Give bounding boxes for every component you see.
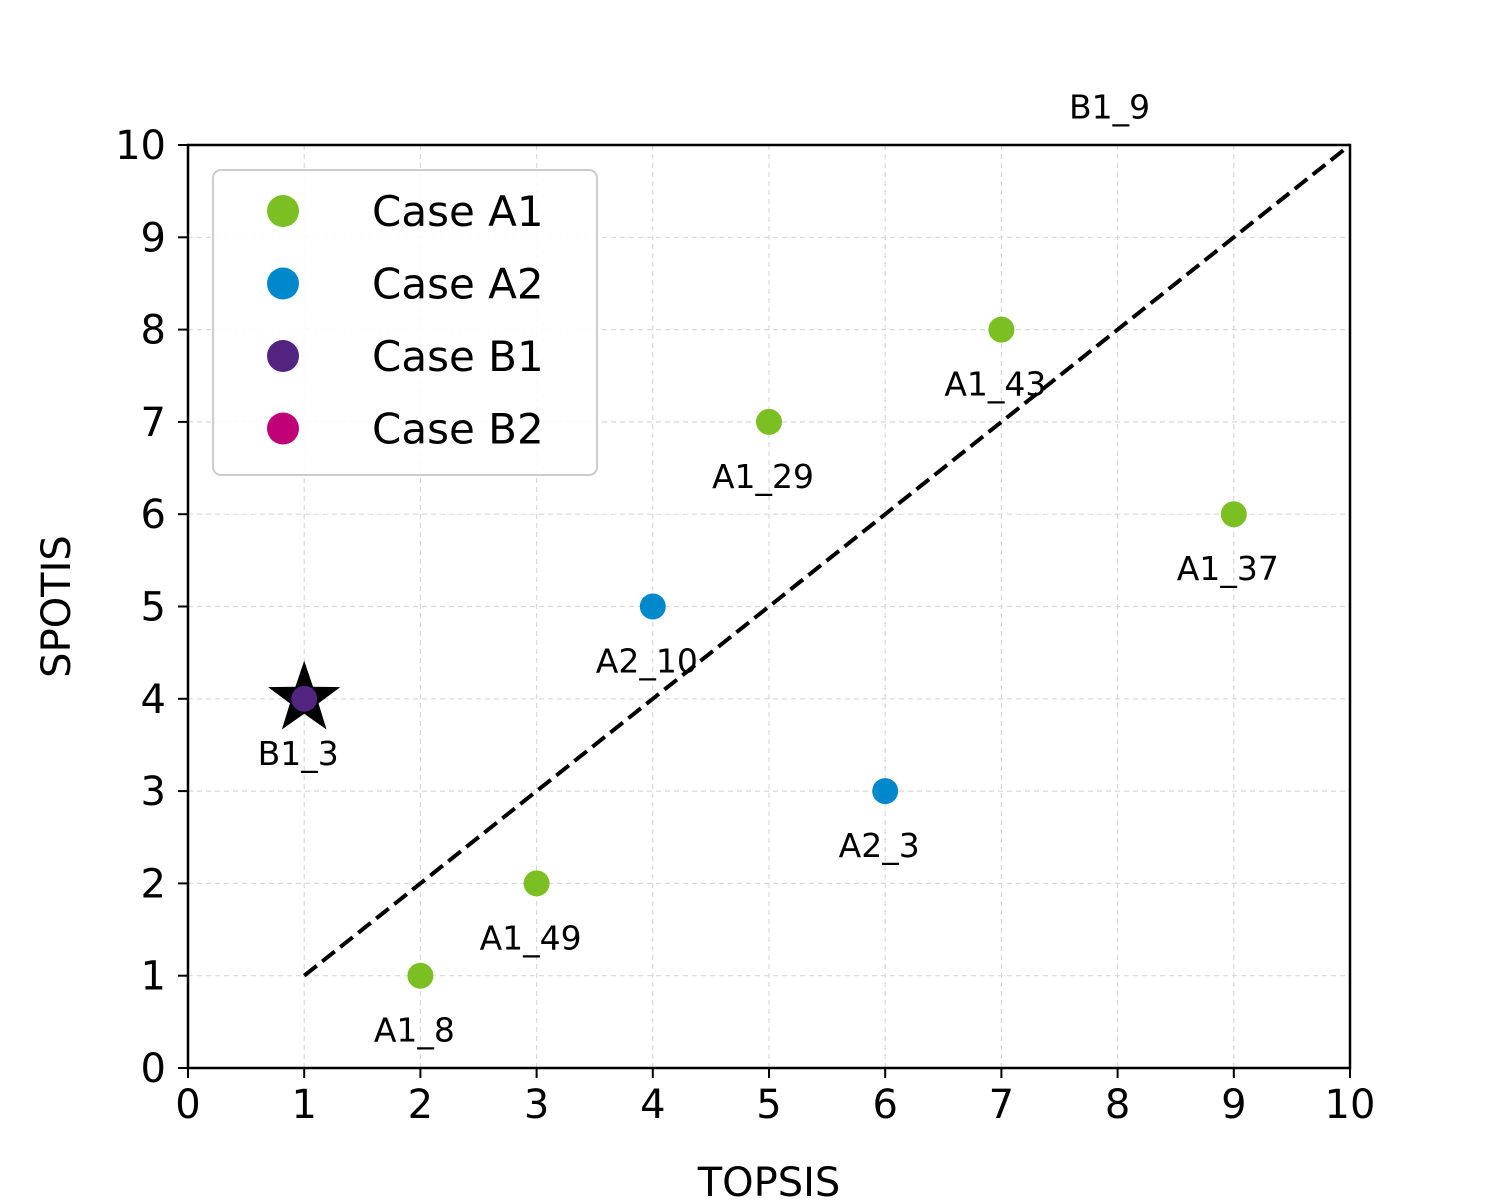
legend-label: Case B2	[372, 405, 544, 454]
data-point	[407, 962, 434, 989]
y-tick-label: 9	[141, 215, 166, 261]
y-tick-label: 0	[141, 1046, 166, 1092]
data-point	[988, 316, 1015, 343]
data-point	[523, 870, 550, 897]
y-tick-label: 8	[141, 308, 166, 354]
y-axis-title: SPOTIS	[34, 535, 80, 678]
reference-line	[302, 143, 1352, 978]
x-tick-label: 5	[756, 1082, 781, 1128]
x-tick-label: 10	[1325, 1082, 1376, 1128]
y-tick-label: 4	[141, 677, 166, 723]
point-label: B1_3	[258, 734, 339, 773]
reference-line-layer	[302, 143, 1352, 978]
y-tick-label: 3	[141, 769, 166, 815]
annotation-label: B1_9	[1069, 88, 1150, 127]
x-tick-label: 7	[989, 1082, 1014, 1128]
point-label: A1_8	[374, 1011, 455, 1050]
point-label: A2_3	[839, 826, 920, 865]
data-point	[291, 685, 318, 712]
x-tick-label: 4	[640, 1082, 665, 1128]
y-tick-label: 2	[141, 861, 166, 907]
x-tick-label: 1	[291, 1082, 316, 1128]
x-tick-label: 8	[1105, 1082, 1130, 1128]
point-label: A1_49	[480, 918, 582, 957]
point-labels: A1_29 A1_43 A1_37 A1_49 A1_8 A2_10 A2_3 B1_3 B1_…	[258, 88, 1279, 1050]
point-label: A2_10	[596, 642, 698, 681]
legend-marker	[267, 340, 299, 372]
data-point	[639, 593, 666, 620]
x-tick-label: 9	[1221, 1082, 1246, 1128]
y-tick-label: 5	[141, 585, 166, 631]
x-tick-label: 6	[872, 1082, 897, 1128]
data-point	[1220, 501, 1247, 528]
legend-label: Case B1	[372, 332, 544, 381]
legend-box	[212, 169, 598, 476]
legend-label: Case A2	[372, 260, 544, 309]
x-tick-label: 2	[408, 1082, 433, 1128]
legend-marker	[267, 412, 299, 445]
data-points	[268, 316, 1247, 989]
data-point	[872, 778, 899, 805]
axis-ticks: 0 1 2 3 4 5 6 7 8 9 10 0 1 2 3 4 5 6 7 8 9 10	[115, 123, 1375, 1128]
x-tick-label: 3	[524, 1082, 549, 1128]
x-axis-title: TOPSIS	[697, 1160, 841, 1200]
y-tick-label: 6	[141, 492, 166, 538]
point-label: A1_37	[1177, 549, 1279, 588]
legend-marker	[267, 195, 299, 227]
y-tick-label: 10	[115, 123, 166, 169]
legend-marker	[267, 267, 299, 300]
x-tick-label: 0	[175, 1082, 200, 1128]
point-label: A1_43	[944, 365, 1046, 404]
legend: Case A1 Case A2 Case B1 Case B2	[212, 169, 598, 476]
y-tick-label: 1	[141, 954, 166, 1000]
legend-label: Case A1	[372, 187, 544, 236]
point-label: A1_29	[712, 457, 814, 496]
data-point	[756, 408, 782, 435]
y-tick-label: 7	[141, 400, 166, 446]
